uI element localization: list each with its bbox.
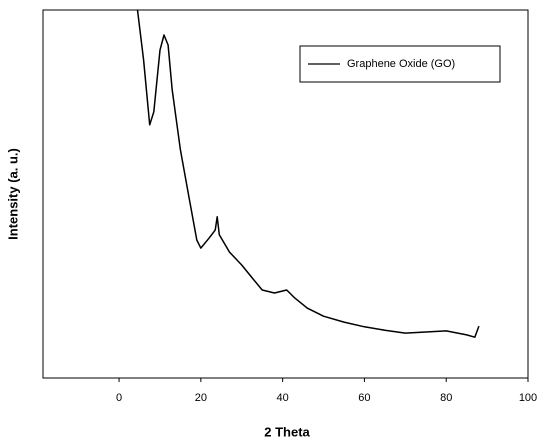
y-axis-title: Intensity (a. u.)	[5, 148, 20, 240]
x-axis-title: 2 Theta	[264, 424, 310, 439]
x-tick-label: 60	[358, 392, 370, 404]
legend-label: Graphene Oxide (GO)	[347, 58, 455, 70]
plot-frame	[42, 9, 529, 379]
data-line	[136, 9, 480, 338]
x-tick-label: 0	[116, 392, 122, 404]
x-tick-label: 100	[519, 392, 537, 404]
x-tick-label: 80	[440, 392, 452, 404]
x-tick-label: 40	[277, 392, 289, 404]
x-tick-label: 20	[195, 392, 207, 404]
